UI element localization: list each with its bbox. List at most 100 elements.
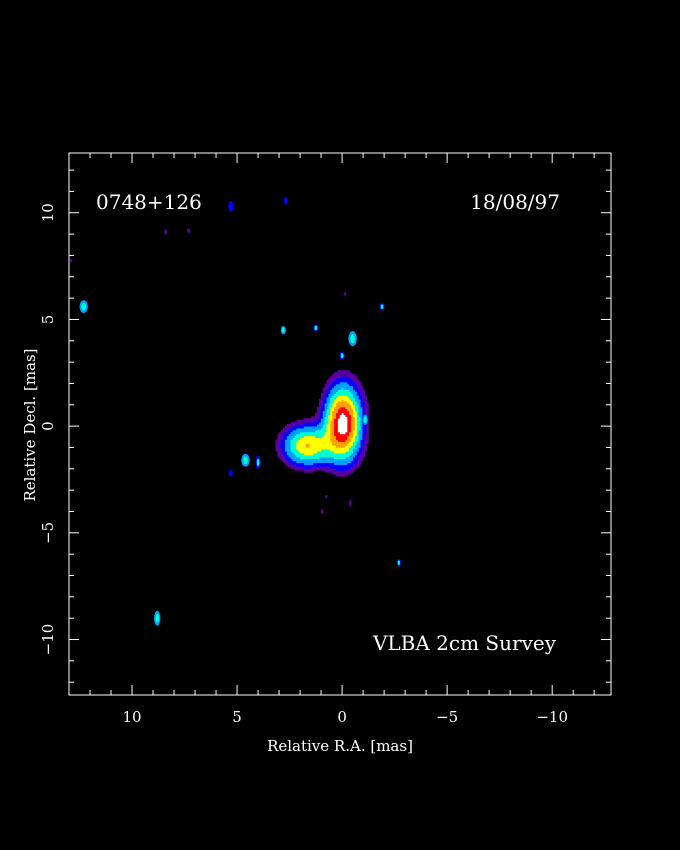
intensity-pixel [356, 395, 360, 398]
intensity-pixel [311, 427, 314, 431]
intensity-pixel [313, 448, 316, 452]
intensity-pixel [318, 400, 322, 404]
intensity-pixel [318, 466, 322, 469]
intensity-pixel [326, 439, 330, 442]
intensity-pixel [315, 468, 318, 471]
intensity-pixel [332, 468, 335, 471]
intensity-pixel [298, 439, 301, 442]
intensity-pixel [345, 431, 348, 435]
intensity-pixel [298, 456, 301, 460]
intensity-pixel [320, 441, 324, 444]
intensity-pixel [339, 391, 343, 394]
intensity-pixel [330, 431, 333, 435]
intensity-pixel [284, 462, 288, 465]
intensity-pixel [341, 385, 345, 389]
intensity-pixel [309, 435, 313, 439]
intensity-pixel [301, 456, 305, 460]
intensity-pixel [349, 424, 352, 427]
intensity-pixel [358, 416, 362, 419]
intensity-pixel [362, 404, 365, 408]
intensity-pixel [330, 414, 333, 417]
intensity-pixel [317, 464, 320, 467]
intensity-pixel [307, 437, 311, 440]
intensity-pixel [345, 412, 348, 415]
intensity-pixel [330, 387, 333, 391]
intensity-pixel [337, 445, 341, 448]
intensity-pixel [364, 402, 367, 406]
intensity-pixel [294, 429, 297, 433]
intensity-pixel [298, 466, 301, 469]
intensity-pixel [366, 431, 369, 435]
intensity-pixel [322, 412, 326, 415]
intensity-pixel [366, 439, 369, 442]
intensity-pixel [311, 466, 314, 469]
intensity-pixel [343, 372, 347, 375]
intensity-pixel [322, 437, 326, 440]
intensity-pixel [339, 370, 343, 373]
intensity-pixel [315, 416, 318, 419]
intensity-pixel [345, 443, 348, 446]
intensity-pixel [343, 464, 347, 467]
intensity-pixel [286, 431, 290, 435]
intensity-pixel [345, 462, 348, 465]
intensity-pixel [330, 448, 333, 452]
intensity-pixel [305, 435, 309, 439]
intensity-pixel [300, 420, 303, 423]
intensity-pixel [351, 397, 354, 400]
intensity-pixel [353, 468, 356, 471]
intensity-pixel [356, 387, 360, 391]
intensity-pixel [360, 433, 364, 437]
intensity-pixel [354, 416, 358, 419]
intensity-pixel [320, 460, 324, 464]
intensity-pixel [313, 424, 316, 427]
intensity-pixel [286, 450, 290, 454]
intensity-pixel [320, 437, 324, 440]
intensity-pixel [328, 404, 331, 408]
intensity-pixel [332, 418, 335, 421]
intensity-pixel [339, 447, 343, 450]
intensity-pixel [322, 424, 326, 427]
intensity-pixel [334, 400, 337, 404]
intensity-pixel [334, 450, 337, 454]
intensity-pixel [353, 458, 356, 462]
intensity-pixel [292, 447, 296, 450]
intensity-pixel [343, 466, 347, 469]
intensity-pixel [300, 429, 303, 433]
intensity-pixel [358, 393, 362, 396]
intensity-pixel [286, 456, 290, 460]
intensity-pixel [315, 450, 318, 454]
intensity-pixel [356, 435, 360, 439]
intensity-pixel [360, 427, 364, 431]
intensity-pixel [358, 445, 362, 448]
intensity-pixel [309, 443, 313, 446]
intensity-pixel [324, 385, 328, 389]
intensity-pixel [305, 470, 309, 473]
intensity-pixel [354, 389, 358, 392]
intensity-pixel [349, 372, 352, 375]
intensity-pixel [286, 445, 290, 448]
intensity-pixel [288, 429, 292, 433]
intensity-pixel [322, 402, 326, 406]
intensity-pixel [337, 399, 341, 402]
intensity-pixel [328, 452, 331, 456]
intensity-pixel [301, 464, 305, 467]
intensity-pixel [337, 395, 341, 398]
y-tick-label: −10 [39, 624, 57, 656]
intensity-pixel [284, 452, 288, 456]
intensity-pixel [284, 448, 288, 452]
intensity-pixel [288, 441, 292, 444]
intensity-pixel [284, 450, 288, 454]
intensity-pixel [275, 439, 278, 442]
intensity-pixel [288, 452, 292, 456]
intensity-pixel [356, 414, 360, 417]
intensity-pixel [300, 439, 303, 442]
intensity-pixel [300, 424, 303, 427]
noise-component [344, 291, 347, 296]
intensity-pixel [360, 420, 364, 423]
intensity-pixel [324, 427, 328, 431]
intensity-pixel [360, 408, 364, 412]
intensity-pixel [341, 375, 345, 379]
intensity-pixel [343, 422, 347, 425]
intensity-pixel [332, 424, 335, 427]
intensity-pixel [362, 439, 365, 442]
